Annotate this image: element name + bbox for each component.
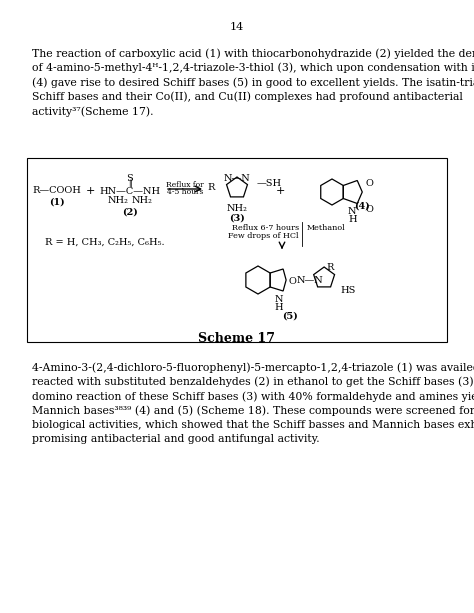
Text: Mannich bases³⁸³⁹ (4) and (5) (Scheme 18). These compounds were screened for: Mannich bases³⁸³⁹ (4) and (5) (Scheme 18… (32, 406, 474, 416)
Text: activity³⁷(Scheme 17).: activity³⁷(Scheme 17). (32, 106, 154, 116)
Text: HN—C—NH: HN—C—NH (100, 187, 161, 196)
Text: N—N: N—N (224, 174, 250, 183)
Text: 14: 14 (230, 22, 244, 32)
Text: 4-Amino-3-(2,4-dichloro-5-fluorophenyl)-5-mercapto-1,2,4-triazole (1) was availe: 4-Amino-3-(2,4-dichloro-5-fluorophenyl)-… (32, 362, 474, 373)
Text: Scheme 17: Scheme 17 (199, 332, 275, 345)
Text: H: H (275, 303, 283, 312)
Text: +: + (275, 186, 285, 196)
Text: Schiff bases and their Co(II), and Cu(II) complexes had profound antibacterial: Schiff bases and their Co(II), and Cu(II… (32, 91, 463, 102)
Text: HS: HS (340, 286, 356, 295)
Text: promising antibacterial and good antifungal activity.: promising antibacterial and good antifun… (32, 435, 319, 444)
Text: (4): (4) (354, 202, 370, 211)
Text: (3): (3) (229, 214, 245, 223)
Text: (4) gave rise to desired Schiff bases (5) in good to excellent yields. The isati: (4) gave rise to desired Schiff bases (5… (32, 77, 474, 88)
Text: R: R (208, 183, 215, 192)
Text: O: O (288, 277, 296, 286)
Text: R: R (327, 263, 334, 272)
Text: 4-5 hours: 4-5 hours (167, 188, 203, 196)
Text: S: S (127, 174, 133, 183)
Text: N: N (348, 207, 356, 216)
Text: R = H, CH₃, C₂H₅, C₆H₅.: R = H, CH₃, C₂H₅, C₆H₅. (45, 238, 164, 247)
Text: NH₂: NH₂ (227, 204, 247, 213)
Text: (1): (1) (49, 198, 65, 207)
Text: Reflux 6-7 hours: Reflux 6-7 hours (232, 224, 299, 232)
Text: biological activities, which showed that the Schiff basses and Mannich bases exh: biological activities, which showed that… (32, 420, 474, 430)
Text: N—N: N—N (296, 276, 323, 285)
Text: —SH: —SH (257, 178, 282, 188)
Text: +: + (85, 186, 95, 196)
Text: Methanol: Methanol (307, 224, 346, 232)
Text: N: N (275, 295, 283, 304)
Text: NH₂: NH₂ (108, 196, 128, 205)
Text: NH₂: NH₂ (132, 196, 153, 205)
Text: (5): (5) (282, 312, 298, 321)
Text: ∥: ∥ (128, 180, 132, 188)
Bar (27, 158, 447, 342)
Text: domino reaction of these Schiff bases (3) with 40% formaldehyde and amines yield: domino reaction of these Schiff bases (3… (32, 391, 474, 402)
Text: O: O (365, 178, 373, 188)
Text: Reflux for: Reflux for (166, 181, 204, 189)
Text: H: H (348, 215, 356, 224)
Text: O: O (365, 205, 373, 215)
Text: Few drops of HCl: Few drops of HCl (228, 232, 299, 240)
Text: reacted with substituted benzaldehydes (2) in ethanol to get the Schiff bases (3: reacted with substituted benzaldehydes (… (32, 376, 474, 387)
Text: R—COOH: R—COOH (33, 186, 82, 195)
Text: The reaction of carboxylic acid (1) with thiocarbonohydrazide (2) yielded the de: The reaction of carboxylic acid (1) with… (32, 48, 474, 59)
Text: (2): (2) (122, 208, 138, 217)
Text: of 4-amino-5-methyl-4ᴴ-1,2,4-triazole-3-thiol (3), which upon condensation with : of 4-amino-5-methyl-4ᴴ-1,2,4-triazole-3-… (32, 63, 474, 73)
